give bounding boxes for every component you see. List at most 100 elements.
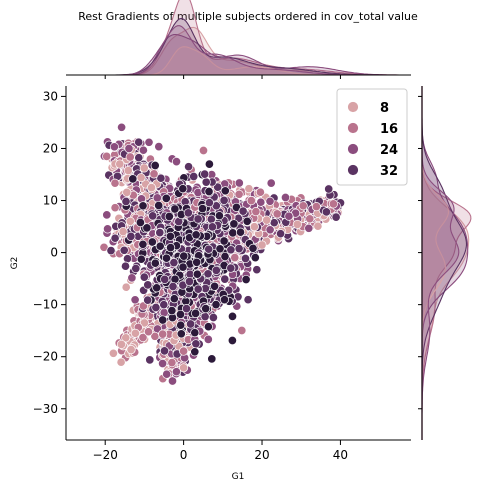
scatter-point (167, 376, 178, 386)
scatter-point (110, 203, 120, 213)
scatter-point (161, 253, 172, 263)
scatter-point (181, 304, 192, 314)
scatter-point (168, 281, 178, 292)
scatter-point (191, 308, 201, 318)
scatter-point (192, 269, 202, 279)
x-ticks: −20 0 20 40 (93, 75, 348, 462)
scatter-point (193, 284, 203, 294)
marginal-y-kde (421, 86, 472, 440)
scatter-point (179, 346, 189, 356)
scatter-point (313, 221, 323, 231)
legend-marker (347, 164, 359, 176)
scatter-point (228, 228, 238, 238)
x-tick-label: 20 (254, 448, 269, 462)
scatter-point (178, 262, 188, 272)
scatter-point (211, 265, 221, 275)
scatter-point (186, 319, 196, 329)
scatter-point (234, 244, 244, 254)
scatter-point (255, 187, 265, 197)
scatter-point (179, 251, 189, 261)
scatter-point (162, 369, 172, 379)
scatter-point (143, 295, 153, 305)
scatter-point (131, 263, 141, 274)
scatter-point (226, 245, 236, 255)
scatter-point (203, 269, 213, 279)
scatter-point (257, 240, 267, 250)
scatter-point (190, 347, 200, 357)
scatter-point (235, 227, 246, 237)
y-axis-label: G2 (10, 257, 20, 270)
scatter-point (150, 258, 160, 268)
legend-label: 24 (380, 143, 398, 158)
scatter-point (265, 196, 275, 206)
scatter-point (152, 283, 162, 293)
scatter-point (121, 196, 131, 207)
scatter-point (214, 211, 224, 221)
scatter-point (331, 212, 341, 222)
scatter-point (134, 137, 144, 147)
scatter-point (103, 224, 113, 234)
scatter-point (138, 145, 148, 155)
scatter-point (122, 254, 133, 264)
scatter-point (227, 335, 237, 346)
scatter-point (102, 151, 112, 161)
scatter-point (134, 153, 144, 163)
y-tick-label: 0 (50, 246, 58, 260)
scatter-point (200, 169, 210, 179)
scatter-point (125, 152, 135, 162)
scatter-point (145, 355, 155, 365)
scatter-point (304, 223, 314, 233)
scatter-point (262, 215, 272, 225)
scatter-point (148, 211, 158, 221)
scatter-point (135, 217, 145, 228)
scatter-point (219, 295, 230, 305)
y-tick-label: −20 (33, 350, 58, 364)
y-tick-label: 30 (43, 89, 58, 103)
legend-box (336, 88, 408, 186)
scatter-point (121, 333, 131, 343)
scatter-point (240, 253, 251, 264)
scatter-point (151, 302, 161, 313)
scatter-point (126, 345, 136, 355)
scatter-point (280, 192, 291, 203)
scatter-point (167, 306, 177, 316)
x-tick-label: 0 (180, 448, 188, 462)
marginal-y-curve (421, 86, 460, 440)
scatter-point (161, 193, 171, 203)
scatter-point (138, 239, 148, 249)
scatter-point (110, 178, 120, 188)
chart-title: Rest Gradients of multiple subjects orde… (78, 10, 418, 23)
scatter-point (241, 274, 251, 285)
scatter-point (117, 122, 127, 132)
scatter-point (110, 233, 120, 243)
scatter-point (143, 327, 154, 337)
scatter-point (220, 186, 230, 196)
legend-label: 32 (380, 164, 398, 179)
scatter-point (203, 334, 213, 344)
scatter-point (130, 328, 140, 338)
legend-marker (347, 143, 359, 155)
scatter-point (144, 137, 154, 147)
x-tick-label: −20 (93, 448, 118, 462)
scatter-point (119, 245, 129, 255)
scatter-point (237, 325, 247, 336)
scatter-point (292, 219, 302, 229)
marginal-x-curve (66, 25, 411, 76)
legend-marker (347, 101, 359, 113)
scatter-point (116, 357, 126, 367)
scatter-point (206, 214, 216, 224)
scatter-point (158, 315, 168, 325)
scatter-point (207, 222, 217, 232)
scatter-point (123, 165, 133, 176)
scatter-point (246, 196, 256, 206)
scatter-point (176, 320, 186, 330)
x-tick-label: 40 (333, 448, 348, 462)
scatter-point (189, 171, 199, 182)
scatter-point (251, 207, 261, 217)
scatter-point (159, 308, 169, 318)
scatter-point (158, 358, 168, 369)
scatter-point (204, 186, 214, 197)
scatter-point (121, 282, 131, 292)
scatter-point (198, 145, 209, 156)
